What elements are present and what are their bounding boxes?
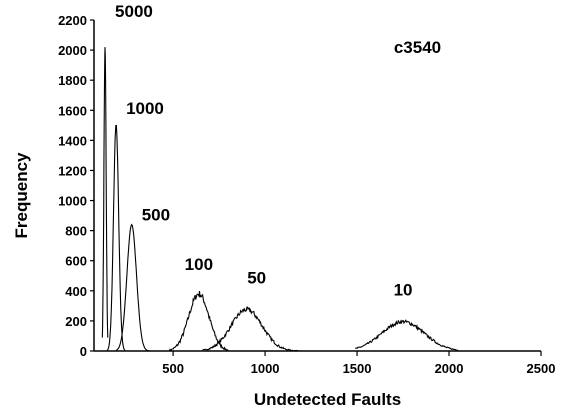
series-label-500: 500 — [142, 206, 170, 225]
series-curve-5000 — [101, 47, 109, 338]
y-tick-label: 1000 — [58, 194, 87, 209]
y-tick-label: 400 — [65, 284, 87, 299]
y-tick-label: 1800 — [58, 73, 87, 88]
y-tick-label: 1600 — [58, 103, 87, 118]
series-label-10: 10 — [394, 281, 413, 300]
x-tick-label: 1500 — [343, 361, 372, 376]
y-tick-label: 1200 — [58, 163, 87, 178]
x-tick-label: 500 — [162, 361, 184, 376]
series-label-100: 100 — [185, 255, 213, 274]
series-label-5000: 5000 — [115, 2, 153, 21]
y-tick-label: 600 — [65, 254, 87, 269]
y-tick-label: 0 — [80, 344, 87, 359]
series-curve-500 — [115, 223, 150, 352]
plot-area: 0 200 400 600 800 1000 1200 1400 1600 1800 2000 220… — [12, 2, 555, 409]
y-tick-label: 1400 — [58, 133, 87, 148]
y-tick-label: 800 — [65, 224, 87, 239]
x-axis-title: Undetected Faults — [254, 390, 401, 409]
series-label-50: 50 — [247, 269, 266, 288]
y-axis-title: Frequency — [12, 152, 31, 239]
x-tick-label: 2500 — [527, 361, 556, 376]
series-curve-1000 — [106, 124, 126, 352]
x-tick-label: 2000 — [435, 361, 464, 376]
chart-title: c3540 — [394, 38, 441, 57]
y-tick-label: 2200 — [58, 13, 87, 28]
x-tick-label: 1000 — [251, 361, 280, 376]
series-curve-50 — [202, 306, 302, 352]
y-tick-label: 200 — [65, 314, 87, 329]
series-curve-10 — [355, 319, 459, 351]
y-tick-label: 2000 — [58, 43, 87, 58]
series-label-1000: 1000 — [126, 99, 164, 118]
